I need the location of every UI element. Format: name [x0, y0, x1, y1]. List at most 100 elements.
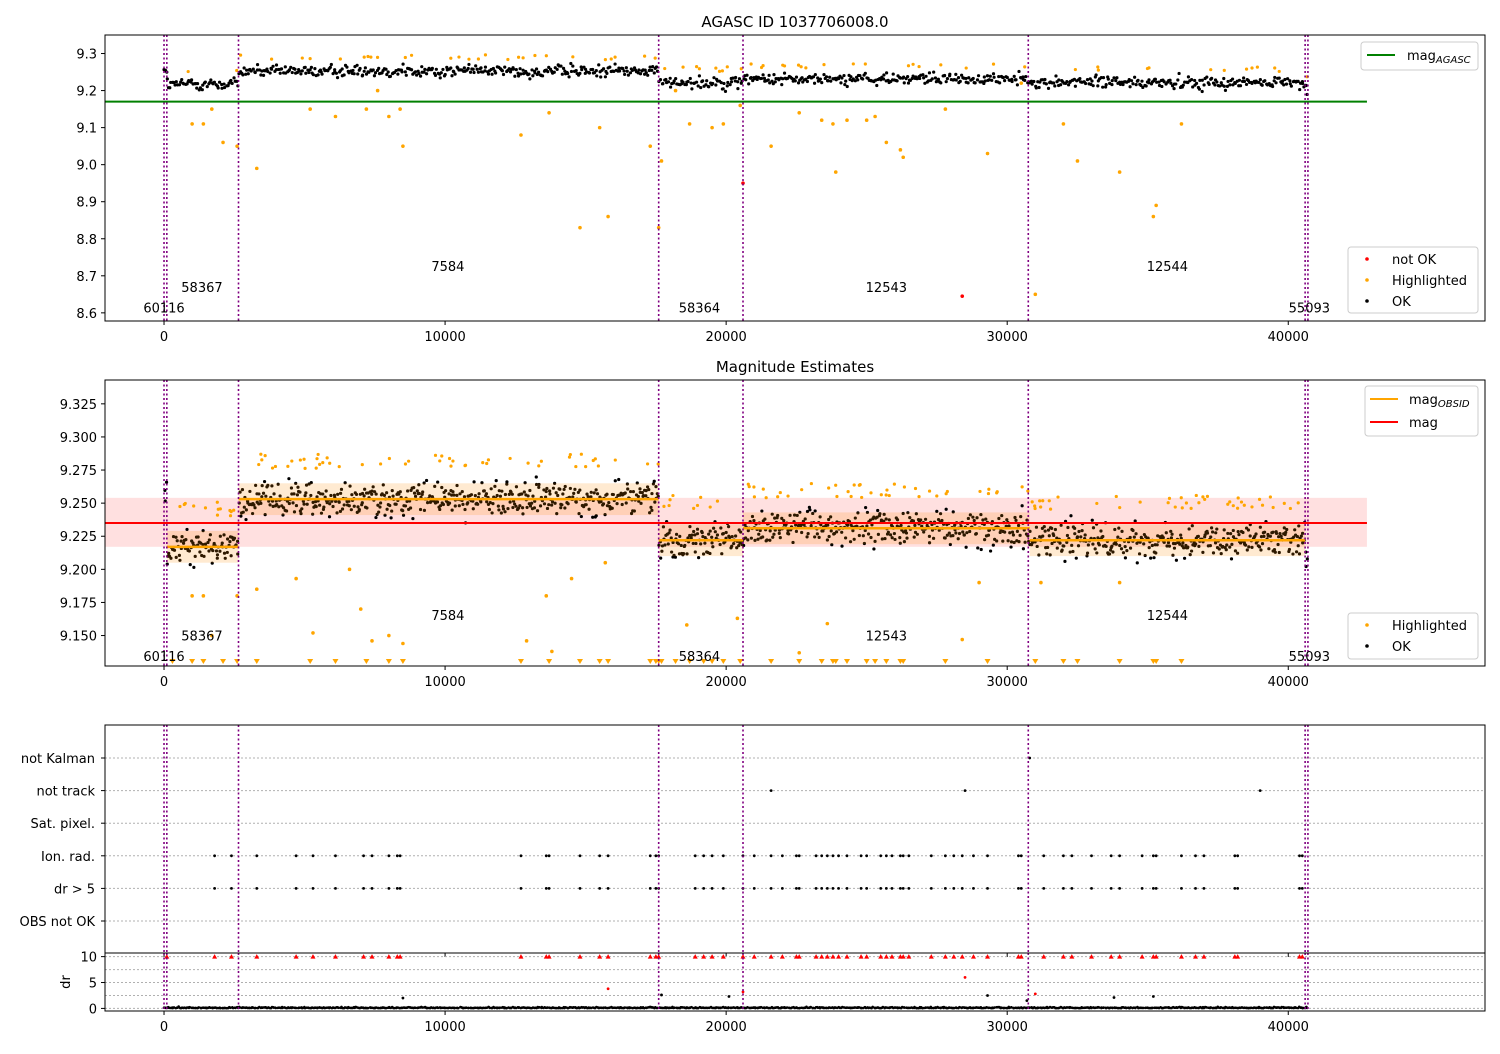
highlighted-point: [524, 639, 529, 643]
ok-point: [1090, 518, 1094, 522]
flag-point: [1298, 854, 1301, 858]
ok-point: [309, 65, 314, 69]
ok-point: [207, 538, 211, 542]
ok-point: [932, 70, 936, 74]
ok-point: [1001, 75, 1005, 80]
ok-point: [813, 72, 817, 77]
ok-point: [338, 509, 343, 513]
ok-point: [362, 69, 366, 73]
ok-point: [793, 79, 797, 83]
dr-not-ok-point: [963, 975, 967, 979]
ok-point: [1088, 77, 1092, 81]
highlighted-point: [303, 466, 307, 470]
flag-point: [598, 854, 602, 858]
ok-point: [594, 514, 598, 518]
ok-point: [278, 494, 282, 498]
ok-point: [287, 501, 291, 506]
ok-point: [839, 81, 843, 85]
ok-point: [607, 501, 611, 505]
highlighted-point: [671, 493, 675, 498]
highlighted-point: [1047, 499, 1051, 503]
ok-point: [339, 487, 344, 491]
ok-point: [511, 505, 515, 510]
ok-point: [613, 62, 617, 66]
ok-point: [261, 491, 266, 495]
highlighted-point: [1244, 67, 1249, 71]
ok-point: [290, 70, 294, 75]
ok-point: [174, 555, 178, 560]
flag-point: [213, 854, 217, 858]
ok-point: [372, 74, 377, 78]
ok-point: [521, 72, 526, 76]
ok-point: [388, 503, 392, 508]
ok-point: [259, 73, 263, 77]
ok-point: [187, 549, 191, 553]
ok-point: [278, 71, 282, 75]
ok-point: [1174, 82, 1178, 86]
ok-point: [198, 550, 202, 554]
highlighted-point: [1282, 501, 1286, 505]
ok-point: [201, 542, 205, 547]
ok-point: [178, 558, 182, 562]
ok-point: [603, 513, 607, 517]
ok-point: [1096, 84, 1100, 88]
ok-point: [881, 77, 886, 81]
legend-dot-swatch: [1365, 257, 1369, 261]
highlighted-point: [653, 56, 657, 60]
ok-point: [906, 81, 911, 85]
ok-point: [298, 490, 302, 494]
highlighted-point: [822, 63, 826, 67]
ok-point: [321, 492, 325, 496]
highlighted-point: [935, 494, 939, 498]
ok-point: [686, 79, 690, 84]
ok-point: [694, 80, 699, 84]
ok-point: [324, 489, 328, 493]
ok-point: [626, 73, 631, 77]
ok-point: [578, 71, 582, 75]
ok-point: [573, 487, 577, 491]
ok-point: [260, 484, 264, 488]
ok-point: [1289, 84, 1293, 88]
ok-point: [248, 489, 252, 494]
ok-point: [216, 86, 220, 90]
flag-point: [710, 854, 714, 858]
dr-not-ok-point: [1033, 992, 1037, 996]
ok-point: [728, 83, 732, 87]
ok-point: [824, 75, 829, 79]
highlighted-point: [858, 482, 862, 487]
ok-point: [514, 485, 519, 489]
ok-point: [521, 512, 525, 516]
ok-point: [1123, 556, 1128, 560]
ok-point: [663, 543, 667, 547]
highlighted-point: [725, 65, 729, 69]
ok-point: [729, 80, 734, 84]
ok-point: [630, 68, 635, 73]
flag-point: [797, 887, 801, 890]
highlighted-point: [764, 496, 768, 500]
legend-label: OK: [1392, 295, 1411, 310]
highlighted-point: [804, 66, 808, 70]
ok-point: [433, 73, 438, 77]
obsid-label: 12544: [1147, 609, 1188, 624]
ok-point: [544, 489, 548, 494]
flag-point: [837, 854, 840, 858]
ok-point: [592, 491, 596, 495]
ok-point: [1182, 556, 1187, 560]
ok-point: [533, 71, 537, 75]
ok-point: [363, 66, 367, 70]
ok-point: [172, 80, 176, 85]
ok-point: [725, 84, 729, 88]
ok-point: [250, 511, 255, 516]
ok-point: [1139, 83, 1143, 88]
flag-point: [362, 887, 365, 890]
highlighted-point: [1048, 507, 1053, 511]
ok-point: [415, 489, 419, 493]
legend-box: [1347, 246, 1479, 314]
ok-point: [613, 479, 617, 483]
ok-point: [201, 528, 205, 533]
highlighted-point: [720, 69, 724, 73]
ok-point: [1283, 77, 1287, 82]
ok-point: [1090, 79, 1094, 83]
ok-point: [484, 492, 489, 496]
ok-point: [1222, 76, 1226, 81]
